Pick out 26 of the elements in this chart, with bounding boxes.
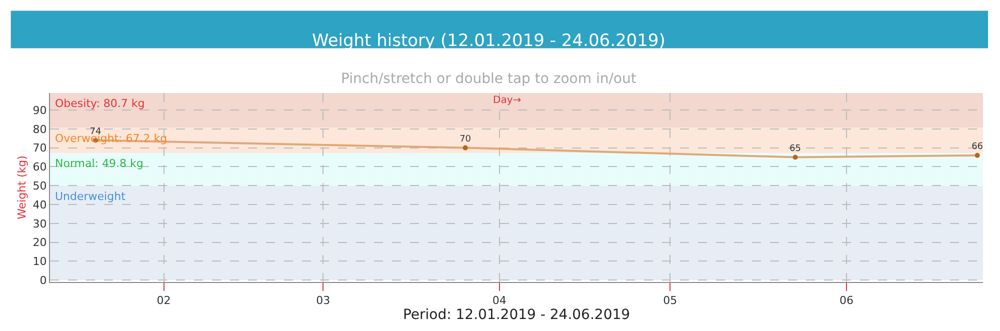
y-tick-label: 20 bbox=[32, 236, 47, 250]
y-tick-label: 40 bbox=[32, 198, 47, 212]
y-tick-label: 50 bbox=[32, 179, 47, 192]
y-axis-title: Weight (kg) bbox=[15, 156, 28, 220]
chart-title: Weight history (12.01.2019 - 24.06.2019) bbox=[312, 31, 666, 51]
x-tick-label: 06 bbox=[839, 294, 854, 308]
y-tick-label: 30 bbox=[32, 217, 47, 230]
y-tick-label: 70 bbox=[32, 142, 47, 155]
y-tick-label: 90 bbox=[32, 104, 47, 117]
x-tick-label: 03 bbox=[316, 294, 330, 308]
data-label: 65 bbox=[790, 144, 801, 154]
band-label: Normal: 49.8 kg bbox=[55, 157, 144, 170]
x-tick-label: 02 bbox=[156, 294, 171, 308]
band-label: Underweight bbox=[55, 190, 126, 203]
band-label: Obesity: 80.7 kg bbox=[55, 97, 145, 110]
x-tick-label: 04 bbox=[492, 294, 506, 308]
x-tick-label: 05 bbox=[663, 294, 678, 308]
y-tick-label: 10 bbox=[32, 255, 47, 268]
data-label: 70 bbox=[460, 134, 472, 144]
data-label: 66 bbox=[972, 142, 984, 152]
chart-subtitle: Pinch/stretch or double tap to zoom in/out bbox=[341, 71, 637, 87]
y-tick-label: 60 bbox=[32, 160, 47, 174]
y-tick-label: 0 bbox=[40, 274, 47, 287]
annotation: Day→ bbox=[493, 95, 522, 106]
y-tick-label: 80 bbox=[32, 122, 47, 136]
x-axis-title: Period: 12.01.2019 - 24.06.2019 bbox=[402, 307, 630, 324]
